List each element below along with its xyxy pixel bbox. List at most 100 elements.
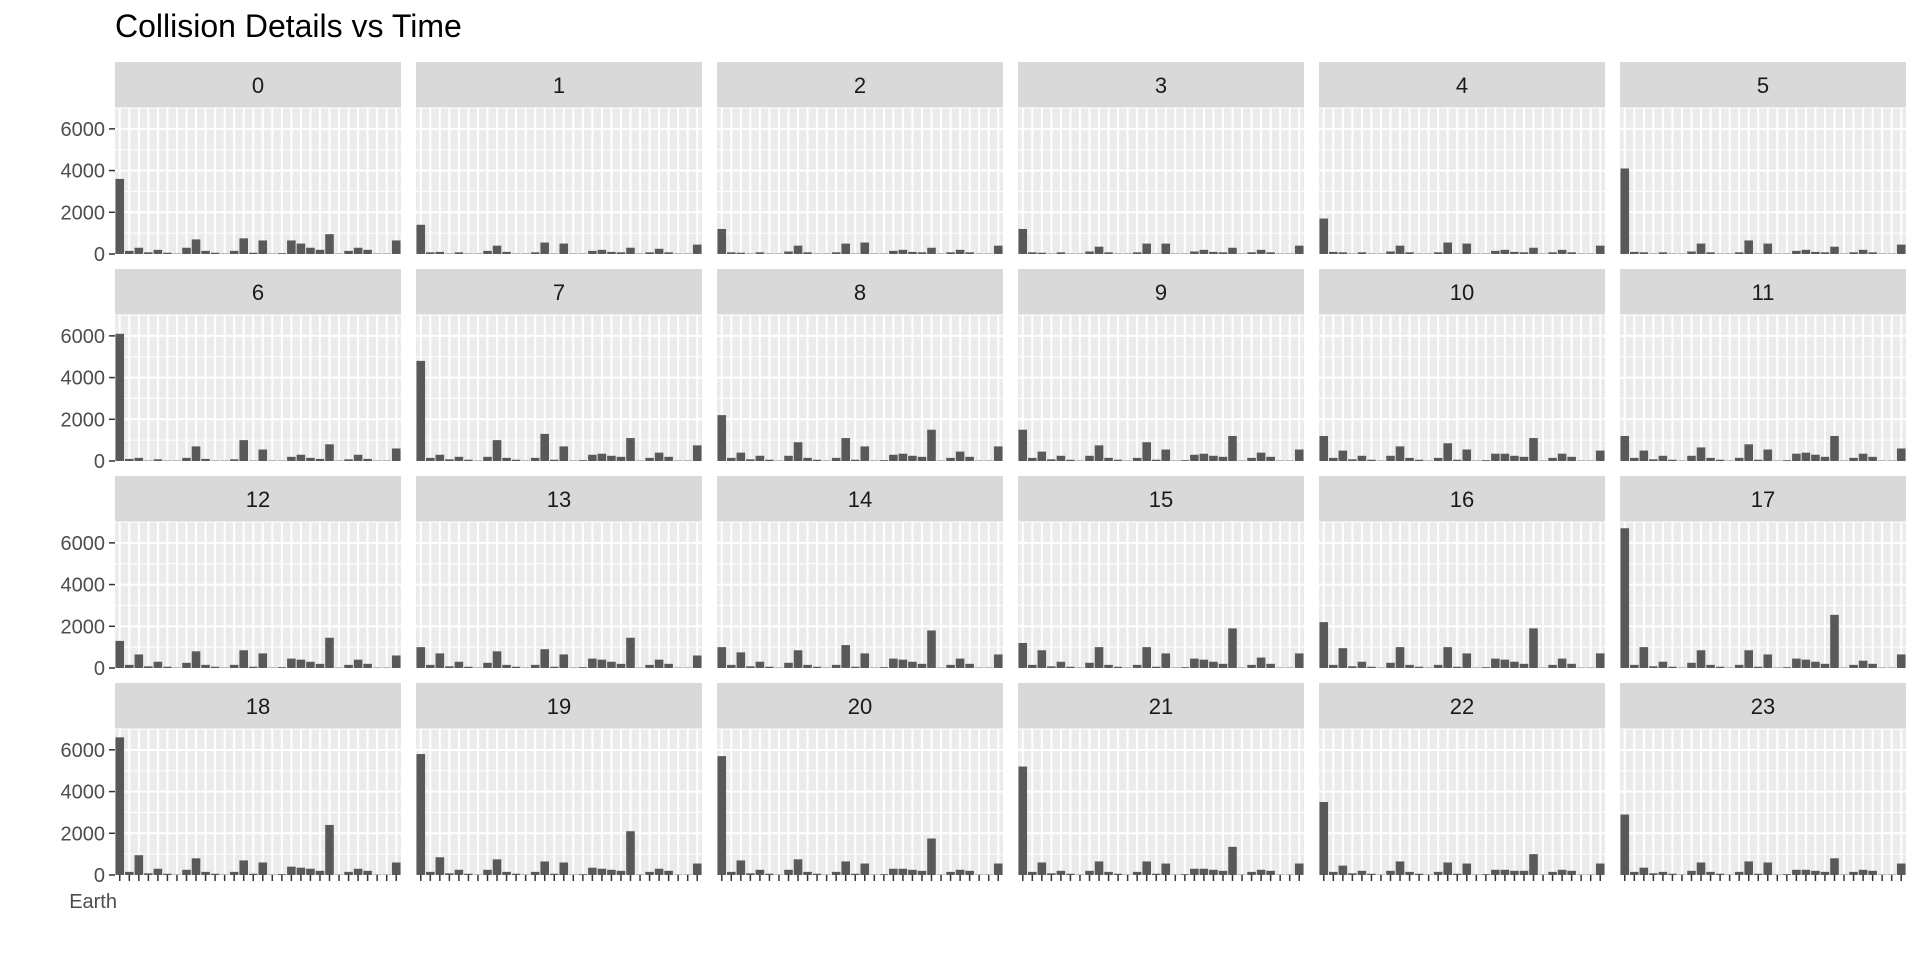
bar-0-20: [306, 247, 315, 254]
y-tick-label: 0: [94, 658, 105, 680]
facet-strip-15: [1018, 476, 1304, 522]
bar-5-18: [1792, 250, 1801, 254]
bar-16-1: [1329, 664, 1338, 668]
bar-14-7: [784, 662, 793, 668]
bar-3-8: [1094, 246, 1104, 254]
bar-18-21: [315, 870, 325, 875]
bar-2-0: [717, 228, 727, 254]
facet-strip-label-22: 22: [1450, 694, 1474, 719]
bar-14-13: [841, 645, 850, 668]
bar-15-10: [1113, 666, 1123, 668]
bar-13-5: [464, 666, 473, 668]
bar-14-8: [793, 650, 803, 668]
bar-10-15: [1462, 449, 1472, 461]
bar-21-22: [1228, 846, 1237, 875]
bar-3-26: [1266, 252, 1275, 254]
bar-19-5: [464, 873, 473, 875]
bar-3-15: [1161, 243, 1171, 254]
bar-19-3: [445, 873, 454, 875]
bar-18-8: [191, 858, 201, 875]
bar-21-13: [1142, 861, 1151, 875]
bar-8-25: [955, 451, 965, 461]
bar-21-7: [1085, 870, 1094, 875]
bar-12-20: [306, 661, 315, 668]
bar-17-7: [1687, 662, 1696, 668]
bar-16-15: [1462, 653, 1472, 668]
bar-9-29: [1294, 449, 1304, 461]
bar-6-0: [115, 333, 125, 461]
bar-3-20: [1209, 251, 1218, 254]
bar-1-2: [435, 251, 445, 254]
bar-20-12: [831, 871, 841, 875]
bar-20-13: [841, 861, 850, 875]
bar-12-4: [153, 661, 163, 668]
bar-19-18: [588, 867, 597, 875]
bar-22-9: [1405, 871, 1414, 875]
chart-title: Collision Details vs Time: [115, 8, 462, 44]
bar-21-4: [1056, 870, 1066, 875]
bar-7-29: [692, 445, 702, 461]
bar-21-15: [1161, 863, 1171, 875]
bar-4-7: [1386, 251, 1395, 254]
bar-1-21: [616, 252, 626, 254]
y-tick-label: 0: [94, 451, 105, 473]
bar-18-2: [134, 855, 144, 875]
bar-23-7: [1687, 870, 1696, 875]
bar-23-24: [1849, 871, 1858, 875]
bar-5-7: [1687, 251, 1696, 254]
bar-19-14: [549, 873, 559, 875]
facet-strip-5: [1620, 62, 1906, 108]
bar-7-26: [664, 456, 673, 461]
bar-14-26: [965, 663, 974, 668]
bar-7-24: [645, 457, 654, 461]
bar-5-12: [1734, 252, 1744, 254]
bar-7-7: [483, 456, 492, 461]
bar-9-21: [1218, 456, 1228, 461]
bar-14-17: [879, 667, 889, 668]
facet-strip-label-1: 1: [553, 73, 565, 98]
bar-1-19: [597, 249, 607, 254]
bar-5-21: [1820, 252, 1830, 254]
bar-23-26: [1868, 870, 1877, 875]
bar-21-10: [1113, 873, 1123, 875]
bar-18-25: [353, 868, 363, 875]
bar-3-13: [1142, 243, 1151, 254]
bar-20-9: [803, 871, 812, 875]
bar-21-24: [1247, 871, 1256, 875]
facet-strip-9: [1018, 269, 1304, 315]
facet-strip-label-2: 2: [854, 73, 866, 98]
bar-10-3: [1348, 459, 1357, 461]
bar-11-29: [1896, 448, 1906, 461]
bar-11-12: [1734, 457, 1744, 461]
bar-11-15: [1763, 449, 1773, 461]
bar-7-5: [464, 459, 473, 461]
bar-1-26: [664, 252, 673, 254]
bar-0-29: [391, 240, 401, 254]
bar-9-24: [1247, 457, 1256, 461]
bar-17-0: [1620, 528, 1630, 668]
bar-19-1: [426, 871, 435, 875]
bar-1-22: [626, 247, 635, 254]
bar-11-0: [1620, 435, 1630, 461]
bar-3-12: [1132, 252, 1142, 254]
facet-strip-4: [1319, 62, 1605, 108]
bar-0-13: [239, 238, 248, 254]
bar-20-0: [717, 756, 727, 875]
bar-11-25: [1858, 453, 1868, 461]
bar-14-9: [803, 664, 812, 668]
bar-22-21: [1519, 870, 1529, 875]
bar-8-0: [717, 415, 727, 461]
bar-15-8: [1094, 647, 1104, 668]
bar-8-17: [879, 460, 889, 461]
facet-panel-21: [1018, 729, 1304, 875]
bar-5-25: [1858, 249, 1868, 254]
bar-23-21: [1820, 871, 1830, 875]
bar-16-2: [1338, 648, 1348, 668]
facet-panel-4: [1319, 108, 1605, 254]
bar-23-0: [1620, 814, 1630, 875]
bar-19-8: [492, 859, 502, 875]
bar-13-4: [454, 661, 464, 668]
facet-panel-0: [115, 108, 401, 254]
bar-13-0: [416, 647, 426, 668]
